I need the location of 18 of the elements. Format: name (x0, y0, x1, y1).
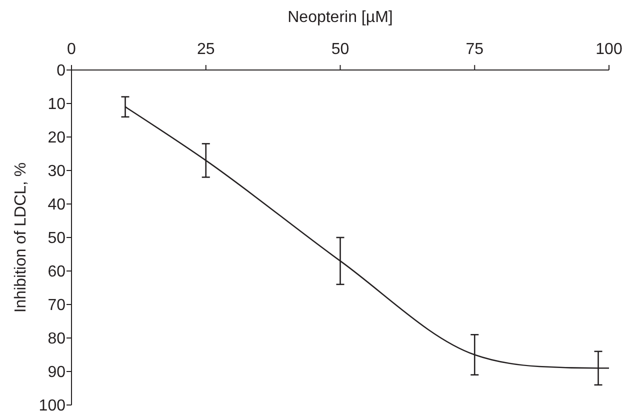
y-tick-label: 30 (48, 163, 66, 180)
y-axis-title: Inhibition of LDCL, % (12, 162, 30, 313)
y-tick-label: 60 (48, 264, 66, 281)
y-tick-label: 0 (56, 62, 66, 80)
x-tick-label: 50 (331, 41, 350, 58)
x-tick-label: 75 (466, 41, 484, 58)
y-tick-label: 90 (48, 364, 66, 382)
y-tick-label: 100 (38, 398, 66, 412)
y-tick-label: 70 (48, 297, 66, 314)
x-tick-label: 0 (67, 41, 76, 58)
x-axis-title: Neopterin [µM] (288, 9, 393, 26)
y-tick-label: 50 (48, 230, 66, 248)
x-tick-label: 25 (196, 41, 215, 58)
y-tick-label: 80 (48, 330, 66, 348)
x-tick-label: 100 (596, 41, 622, 58)
y-tick-label: 20 (48, 130, 66, 147)
y-tick-label: 10 (48, 96, 66, 114)
y-tick-label: 40 (48, 196, 66, 214)
